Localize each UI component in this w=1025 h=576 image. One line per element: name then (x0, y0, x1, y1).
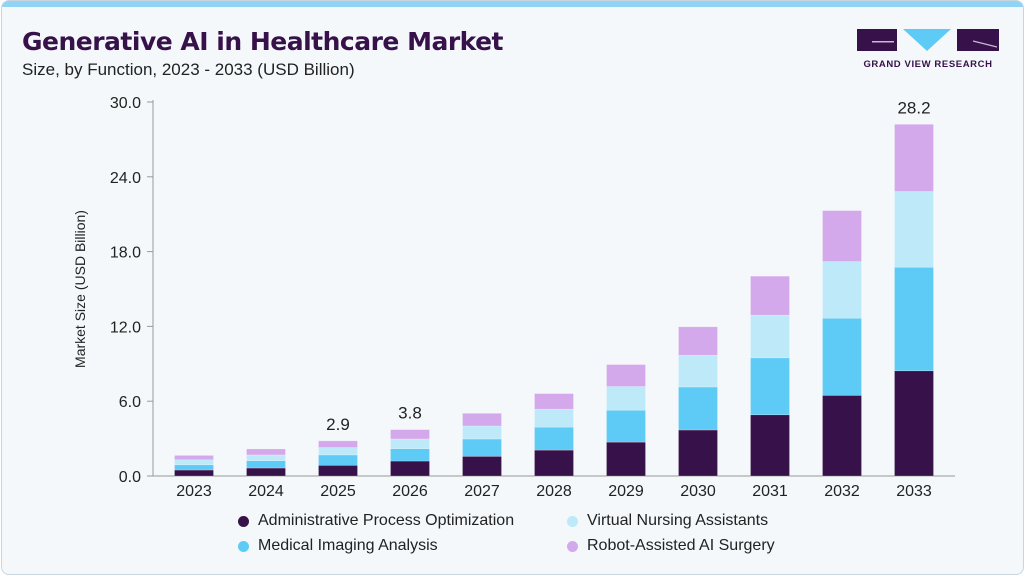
x-tick-label: 2033 (896, 483, 932, 500)
page-title: Generative AI in Healthcare Market (22, 27, 504, 56)
bar-segment-2031-2 (750, 357, 790, 416)
x-tick-label: 2029 (608, 483, 644, 500)
bar-segment-2027-2 (462, 438, 502, 457)
bar-segment-2031-4 (750, 275, 790, 316)
bar-segment-2032-2 (822, 317, 862, 396)
y-tick-label: 18.0 (110, 245, 141, 262)
bar-segment-2025-2 (318, 454, 358, 466)
y-tick-label: 6.0 (119, 394, 141, 411)
x-tick-label: 2025 (320, 483, 356, 500)
bar-segment-2030-1 (678, 429, 718, 477)
bar-segment-2026-4 (390, 429, 430, 440)
x-tick-label: 2026 (392, 483, 428, 500)
bar-segment-2032-3 (822, 261, 862, 319)
bar-segment-2025-4 (318, 440, 358, 448)
bar-segment-2024-3 (246, 454, 286, 461)
bar-segment-2023-2 (174, 464, 214, 471)
y-tick-label: 24.0 (110, 170, 141, 187)
bar-segment-2029-1 (606, 441, 646, 477)
x-tick-label: 2023 (176, 483, 212, 500)
bar-segment-2032-4 (822, 210, 862, 262)
x-tick-label: 2028 (536, 483, 572, 500)
x-tick-label: 2032 (824, 483, 860, 500)
bar-segment-2025-3 (318, 447, 358, 456)
legend-label: Virtual Nursing Assistants (587, 512, 769, 529)
bar-segment-2025-1 (318, 464, 358, 477)
y-tick-label: 12.0 (110, 319, 141, 336)
x-tick-label: 2027 (464, 483, 500, 500)
legend-label: Robot-Assisted AI Surgery (587, 537, 775, 554)
bar-segment-2033-3 (894, 191, 934, 268)
bar-segment-2027-3 (462, 425, 502, 440)
top-accent-bar (2, 1, 1023, 7)
bar-segment-2023-3 (174, 459, 214, 466)
bar-segment-2028-3 (534, 408, 574, 428)
bar-segment-2027-1 (462, 456, 502, 477)
legend-item: Administrative Process Optimization (238, 512, 514, 530)
legend-swatch (567, 515, 578, 527)
bar-segment-2030-2 (678, 386, 718, 431)
page-subtitle: Size, by Function, 2023 - 2033 (USD Bill… (22, 60, 355, 79)
bar-segment-2023-1 (174, 469, 214, 477)
x-tick-label: 2024 (248, 483, 284, 500)
legend-swatch (567, 540, 578, 552)
data-label: 3.8 (398, 404, 422, 423)
bar-segment-2026-2 (390, 448, 430, 462)
bar-segment-2028-1 (534, 449, 574, 477)
logo-text: GRAND VIEW RESEARCH (863, 59, 993, 70)
legend-item: Medical Imaging Analysis (238, 537, 438, 555)
legend-swatch (238, 515, 249, 527)
bar-segment-2029-4 (606, 364, 646, 387)
bar-segment-2031-1 (750, 414, 790, 477)
data-label: 2.9 (326, 415, 350, 434)
grand-view-research-logo (857, 29, 999, 51)
bar-segment-2024-1 (246, 467, 286, 477)
data-label: 28.2 (897, 98, 930, 117)
bar-segment-2026-3 (390, 438, 430, 449)
y-tick-label: 0.0 (119, 469, 141, 486)
bar-segment-2024-4 (246, 448, 286, 456)
legend-label: Administrative Process Optimization (258, 512, 515, 529)
bar-segment-2027-4 (462, 412, 502, 427)
legend-item: Robot-Assisted AI Surgery (567, 537, 775, 555)
bar-segment-2029-3 (606, 386, 646, 411)
bar-segment-2033-2 (894, 266, 934, 372)
bar-segment-2023-4 (174, 455, 214, 461)
bar-segment-2024-2 (246, 460, 286, 469)
bar-segment-2028-2 (534, 426, 574, 451)
bar-segment-2028-4 (534, 393, 574, 410)
legend-item: Virtual Nursing Assistants (567, 512, 768, 530)
bar-segment-2033-1 (894, 370, 934, 477)
bar-segment-2029-2 (606, 409, 646, 443)
y-tick-label: 30.0 (110, 95, 141, 112)
bar-segment-2030-4 (678, 326, 718, 356)
x-tick-label: 2030 (680, 483, 716, 500)
bar-segment-2026-1 (390, 460, 430, 477)
bar-segment-2031-3 (750, 314, 790, 359)
legend-swatch (238, 540, 249, 552)
bar-segment-2030-3 (678, 355, 718, 388)
bar-segment-2032-1 (822, 395, 862, 477)
legend-label: Medical Imaging Analysis (258, 537, 438, 554)
x-tick-label: 2031 (752, 483, 788, 500)
bar-segment-2033-4 (894, 124, 934, 192)
